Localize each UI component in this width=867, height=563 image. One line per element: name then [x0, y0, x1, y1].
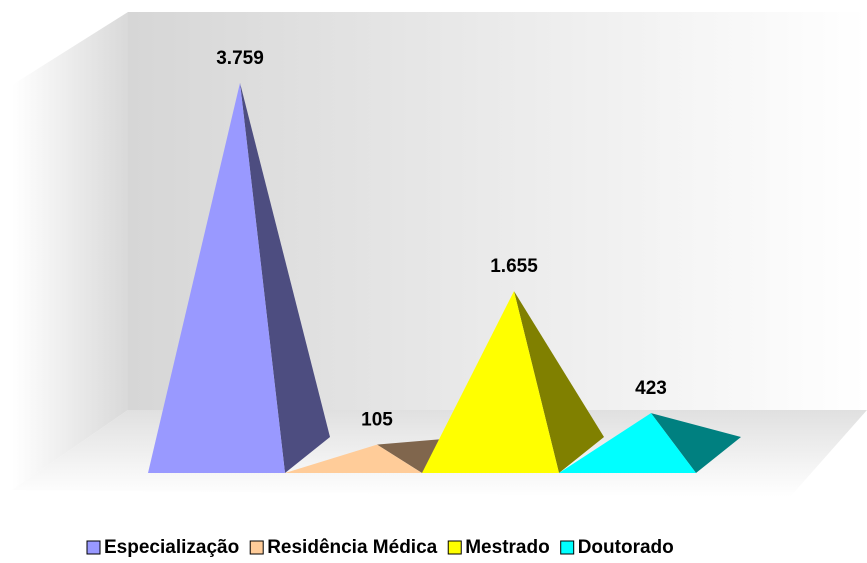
legend-swatch [560, 540, 575, 555]
pyramid-front [285, 444, 422, 473]
pyramid-front [148, 82, 285, 473]
pyramid [422, 291, 604, 473]
pyramid [148, 82, 330, 473]
value-label: 105 [361, 410, 393, 431]
value-label: 1.655 [490, 256, 538, 277]
pyramid-front [559, 413, 696, 473]
pyramid-front [422, 291, 559, 473]
legend-label: Mestrado [465, 537, 549, 558]
legend-label: Doutorado [578, 537, 674, 558]
pyramid-side [240, 82, 330, 473]
pyramid-side [651, 413, 741, 473]
legend-label: Residência Médica [267, 537, 437, 558]
value-label: 3.759 [216, 48, 264, 69]
legend-swatch [447, 540, 462, 555]
back-wall [128, 12, 867, 410]
legend-swatch [86, 540, 101, 555]
legend-swatch [249, 540, 264, 555]
left-wall [12, 12, 128, 490]
legend-label: Especialização [104, 537, 239, 558]
pyramid-side [514, 291, 604, 473]
pyramid [559, 413, 741, 473]
value-label: 423 [635, 378, 667, 399]
